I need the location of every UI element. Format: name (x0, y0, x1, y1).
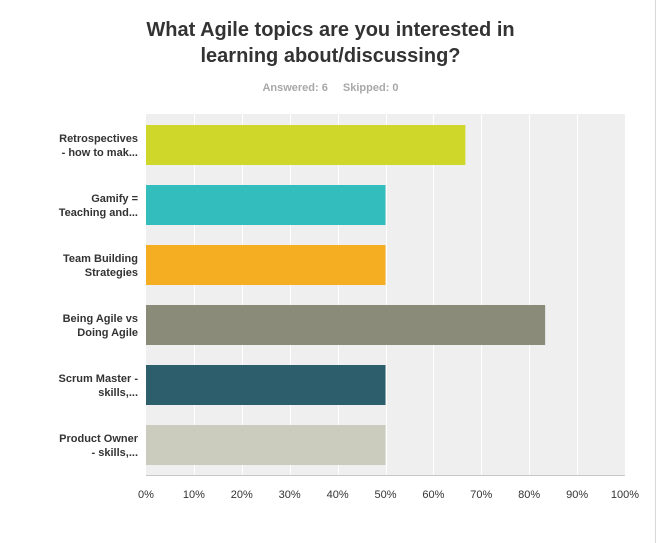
chart-title-line-2: learning about/discussing? (200, 45, 461, 67)
category-label: Teaching and... (59, 207, 138, 219)
x-tick-label: 20% (231, 489, 253, 501)
x-tick-label: 60% (422, 489, 444, 501)
x-tick-label: 30% (279, 489, 301, 501)
answered-count: Answered: 6 (262, 82, 328, 94)
bar (146, 425, 386, 465)
bar (146, 185, 386, 225)
x-tick-label: 80% (518, 489, 540, 501)
panel-border (655, 0, 656, 543)
category-label: Retrospectives (59, 133, 138, 145)
bar (146, 125, 466, 165)
category-label: Doing Agile (77, 327, 138, 339)
chart-title: What Agile topics are you interested in … (0, 17, 661, 69)
x-tick-label: 0% (138, 489, 154, 501)
category-label: Team Building (63, 253, 138, 265)
x-tick-label: 100% (611, 489, 639, 501)
bar (146, 245, 386, 285)
x-tick-label: 90% (566, 489, 588, 501)
category-label: - skills,... (92, 447, 138, 459)
bar (146, 305, 546, 345)
plot-area (146, 114, 625, 475)
x-tick-label: 50% (374, 489, 396, 501)
x-tick-label: 40% (327, 489, 349, 501)
x-tick-label: 70% (470, 489, 492, 501)
category-label: - how to mak... (62, 147, 138, 159)
x-tick-label: 10% (183, 489, 205, 501)
chart-title-line-1: What Agile topics are you interested in (146, 19, 515, 41)
category-label: Being Agile vs (63, 313, 138, 325)
category-label: Product Owner (59, 433, 139, 445)
response-summary: Answered: 6 Skipped: 0 (0, 82, 661, 94)
category-label: Scrum Master - (59, 373, 139, 385)
category-label: skills,... (98, 387, 138, 399)
bar (146, 365, 386, 405)
category-label: Gamify = (91, 193, 138, 205)
category-label: Strategies (85, 267, 138, 279)
skipped-count: Skipped: 0 (342, 82, 399, 94)
